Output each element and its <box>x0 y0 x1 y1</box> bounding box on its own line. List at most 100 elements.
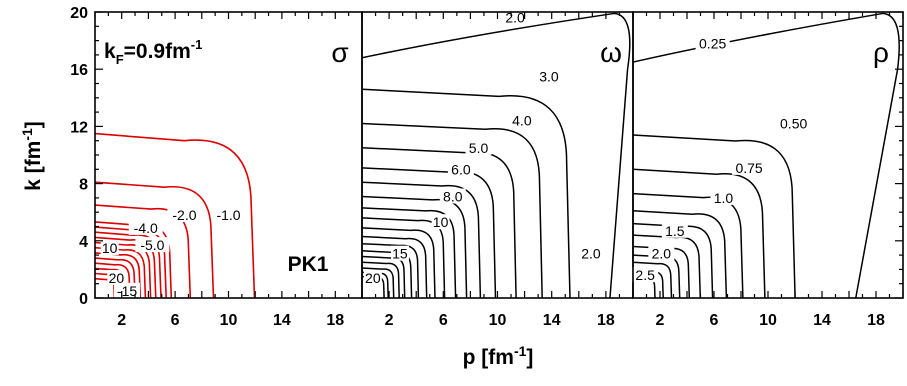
contour-label-bg <box>100 239 119 255</box>
contour-label-bg <box>363 269 382 285</box>
contour-label-bg <box>128 219 163 235</box>
contour-label: 1.0 <box>714 190 734 206</box>
sigma-contour-2 <box>95 181 215 298</box>
rho-contour-4 <box>633 210 728 298</box>
omega-contour-5 <box>362 181 482 298</box>
x-tick-label: 14 <box>273 312 291 329</box>
contour-label-bg <box>661 222 688 238</box>
omega-contour-1 <box>362 88 571 298</box>
contour-label: 20 <box>365 270 381 286</box>
y-tick-label: 0 <box>79 291 88 308</box>
contour-label-bg <box>211 207 246 223</box>
contour-label: 0.25 <box>699 35 726 51</box>
panel-name: ω <box>600 37 622 68</box>
contour-label-bg <box>710 189 737 205</box>
omega-contour-10 <box>362 235 428 298</box>
contour-label-bg <box>632 267 659 283</box>
contour-label-bg <box>648 245 675 261</box>
contour-label-bg <box>502 9 529 25</box>
sigma-contour-1 <box>95 132 256 298</box>
contour-label-bg <box>390 245 409 261</box>
rho-contour-1 <box>633 134 796 298</box>
contour-label: 4.0 <box>512 113 532 129</box>
y-axis-label: k [fm-1] <box>19 121 45 191</box>
x-tick-label: 10 <box>489 312 507 329</box>
contour-label: 5.0 <box>469 140 489 156</box>
x-tick-label: 6 <box>171 312 180 329</box>
contour-label: -5.0 <box>140 237 164 253</box>
contour-label: 2.0 <box>652 246 672 262</box>
x-tick-label: 18 <box>867 312 885 329</box>
model-label: PK1 <box>288 253 329 276</box>
contour-label: 2.5 <box>635 267 655 283</box>
omega-contour-9 <box>362 227 436 298</box>
contour-label: 0.50 <box>780 116 807 132</box>
sigma-contour-inner-8 <box>95 257 136 298</box>
contour-label-bg <box>431 214 450 230</box>
panel-2: 2.0 3.0 4.0 5.0 6.0 8.0 10 15 20 2.0 2 6 10 14 18 ω <box>361 9 634 329</box>
contour-label-bg <box>107 269 126 285</box>
contour-label: 20 <box>109 270 125 286</box>
contour-label: 15 <box>392 246 408 262</box>
contour-label-bg <box>447 161 474 177</box>
y-tick-label: 20 <box>70 5 88 22</box>
sigma-contour-inner-7 <box>95 252 142 298</box>
contour-label-bg <box>535 68 562 84</box>
panel-3: 0.25 0.50 0.751.0 1.5 2.0 2.5 2 6 10 14 18 ρ <box>632 11 904 329</box>
y-tick-label: 8 <box>79 177 88 194</box>
panel-name: ρ <box>873 37 889 68</box>
omega-contour-11 <box>362 242 420 298</box>
y-tick-label: 12 <box>70 119 88 136</box>
contour-label: -2.0 <box>172 207 196 223</box>
x-tick-label: 2 <box>656 312 665 329</box>
contour-label-bg <box>114 282 141 298</box>
contour-label: 3.0 <box>539 68 559 84</box>
x-tick-label: 14 <box>813 312 831 329</box>
omega-contour-2 <box>362 122 543 298</box>
contour-label-bg <box>135 237 170 253</box>
omega-contour-15 <box>362 267 395 298</box>
sigma-contour-inner-9 <box>95 262 131 298</box>
x-tick-label: 18 <box>326 312 344 329</box>
y-tick-label: 4 <box>79 234 88 251</box>
x-tick-label: 14 <box>543 312 561 329</box>
contour-label: 2.0 <box>581 246 601 262</box>
rho-contour-outer <box>633 12 900 298</box>
contour-label: 2.0 <box>505 10 525 26</box>
contour-label-bg <box>465 139 492 155</box>
x-tick-label: 18 <box>597 312 615 329</box>
panel-name: σ <box>331 37 348 68</box>
contour-label-bg <box>695 35 730 51</box>
x-tick-label: 2 <box>385 312 394 329</box>
contour-label: -1.0 <box>216 207 240 223</box>
x-tick-label: 6 <box>439 312 448 329</box>
omega-contour-6 <box>362 195 468 298</box>
contour-label-bg <box>167 207 202 223</box>
contour-label-bg <box>508 112 535 128</box>
x-tick-label: 6 <box>710 312 719 329</box>
rho-contour-2 <box>633 168 766 298</box>
contour-label: 1.5 <box>665 223 685 239</box>
contour-label-bg <box>732 159 767 175</box>
x-axis-label: p [fm-1] <box>463 343 534 369</box>
contour-label: -15 <box>117 283 137 299</box>
contour-label: 8.0 <box>443 188 463 204</box>
contour-label-bg <box>577 245 604 261</box>
contour-label: 10 <box>433 214 449 230</box>
x-tick-label: 10 <box>759 312 777 329</box>
x-tick-label: 10 <box>220 312 238 329</box>
rho-contours <box>633 12 900 298</box>
contour-label: 0.75 <box>735 160 762 176</box>
contour-label-bg <box>776 115 811 131</box>
contour-label: 10 <box>102 240 118 256</box>
x-tick-label: 2 <box>117 312 126 329</box>
omega-contour-14 <box>362 261 400 298</box>
contour-label: 6.0 <box>451 161 471 177</box>
rho-contour-9 <box>633 261 673 298</box>
y-tick-label: 16 <box>70 62 88 79</box>
sigma-contour-inner-6 <box>95 246 147 298</box>
kf-annotation: kF=0.9fm-1 <box>104 37 202 67</box>
contour-label-bg <box>439 188 466 204</box>
